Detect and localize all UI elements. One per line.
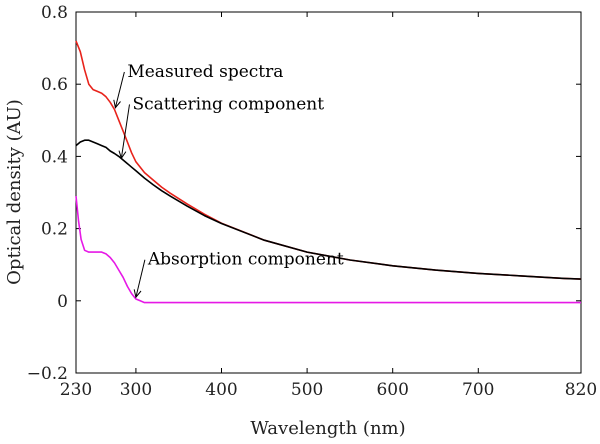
annotation-arrow-2 [135, 259, 146, 298]
x-axis-title: Wavelength (nm) [250, 418, 405, 439]
x-tick-label: 700 [462, 380, 494, 400]
annotation-arrowhead-0 [113, 99, 121, 109]
annotation-arrowhead-2 [133, 289, 142, 299]
annotation-label-2: Absorption component [147, 250, 344, 270]
annotation-arrow-1 [120, 104, 130, 159]
annotations: Measured spectra Scattering component Abso… [113, 62, 344, 299]
x-tick-label: 600 [376, 380, 408, 400]
annotation-label-1: Scattering component [132, 94, 324, 114]
series-line-2 [75, 196, 581, 304]
x-tick-label: 230 [60, 380, 92, 400]
x-tick-label: 500 [291, 380, 323, 400]
x-tick-label: 820 [565, 380, 597, 400]
axis-ticks: 230 300 400 500 600 700 820 −0.2 0 0.2 0.4 0.6 0.8 [27, 3, 598, 400]
series-line-1 [75, 139, 582, 280]
y-tick-label: 0 [57, 292, 68, 312]
annotation-label-0: Measured spectra [127, 62, 283, 82]
y-tick-label: −0.2 [27, 364, 68, 384]
plot-frame [75, 11, 582, 374]
x-tick-label: 400 [205, 380, 237, 400]
annotation-arrow-0 [114, 71, 125, 108]
y-tick-label: 0.6 [41, 75, 68, 95]
y-tick-label: 0.4 [41, 147, 68, 167]
x-tick-label: 300 [120, 380, 152, 400]
y-axis-title: Optical density (AU) [4, 99, 25, 285]
annotation-arrowhead-1 [118, 150, 127, 160]
series-lines [75, 40, 582, 304]
y-tick-label: 0.8 [41, 3, 68, 23]
y-tick-label: 0.2 [41, 220, 68, 240]
